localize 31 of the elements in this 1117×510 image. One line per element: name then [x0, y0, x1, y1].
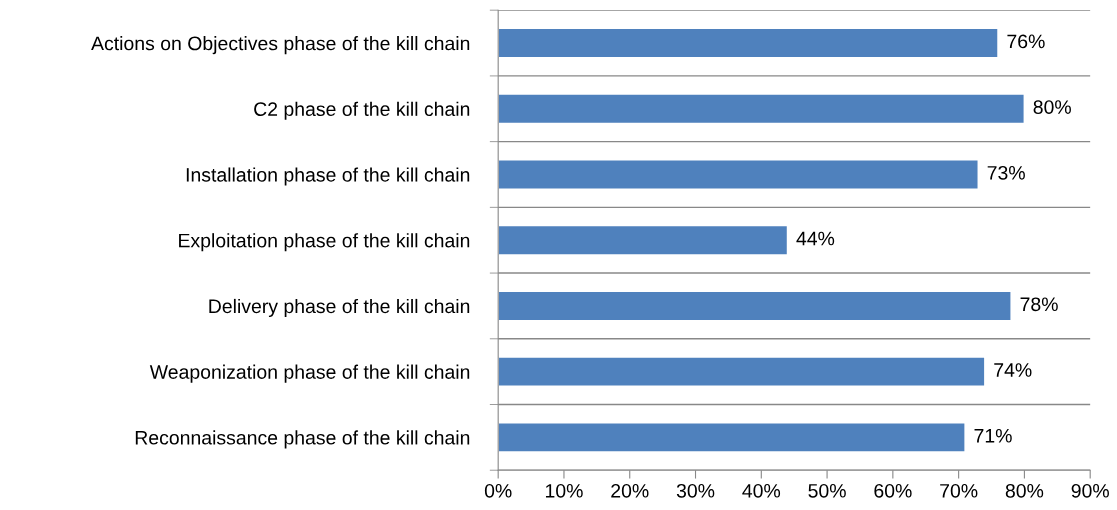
data-label: 44% [796, 231, 835, 246]
y-tick-label: Weaponization phase of the kill chain [149, 364, 470, 383]
bar [498, 356, 986, 388]
data-label: 73% [987, 165, 1025, 180]
x-tick-label: 0% [484, 483, 512, 498]
bar [498, 421, 967, 453]
x-tick-label: 70% [940, 483, 978, 498]
x-tick-label: 10% [545, 483, 583, 498]
bar [498, 290, 1013, 322]
bar [498, 27, 999, 59]
bar [498, 224, 789, 256]
y-tick-label: Delivery phase of the kill chain [209, 298, 470, 318]
bar [498, 93, 1026, 125]
bar [498, 158, 980, 191]
data-label: 76% [1007, 34, 1045, 49]
data-label: 71% [974, 428, 1012, 443]
x-tick-label: 40% [742, 483, 781, 498]
x-tick-label: 30% [676, 483, 715, 498]
x-tick-label: 60% [874, 483, 912, 498]
data-label: 74% [994, 363, 1032, 377]
data-label: 80% [1033, 100, 1071, 114]
y-tick-label: C2 phase of the kill chain [254, 101, 470, 120]
y-tick-label: Reconnaissance phase of the kill chain [135, 430, 470, 449]
y-tick-label: Installation phase of the kill chain [186, 167, 470, 186]
data-label: 78% [1020, 297, 1058, 312]
x-tick-label: 80% [1005, 483, 1044, 498]
y-tick-label: Exploitation phase of the kill chain [179, 233, 470, 252]
x-tick-label: 20% [611, 483, 649, 498]
y-tick-label: Actions on Objectives phase of the kill chain [91, 36, 470, 55]
x-tick-label: 90% [1071, 483, 1109, 498]
x-tick-label: 50% [808, 483, 846, 498]
